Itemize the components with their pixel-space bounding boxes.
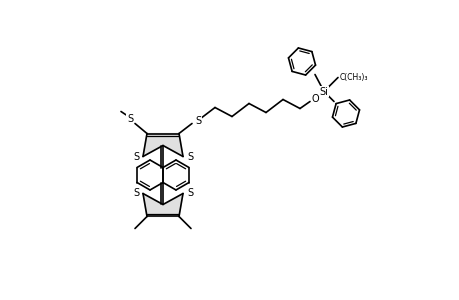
Text: S: S (133, 188, 139, 199)
Text: S: S (186, 152, 193, 161)
Text: O: O (310, 94, 318, 103)
Text: S: S (195, 116, 201, 125)
Text: S: S (127, 113, 133, 124)
Text: S: S (133, 152, 139, 161)
Polygon shape (143, 194, 183, 217)
Text: Si: Si (319, 86, 328, 97)
Text: S: S (186, 188, 193, 199)
Polygon shape (143, 134, 183, 157)
Text: C(CH₃)₃: C(CH₃)₃ (339, 73, 368, 82)
